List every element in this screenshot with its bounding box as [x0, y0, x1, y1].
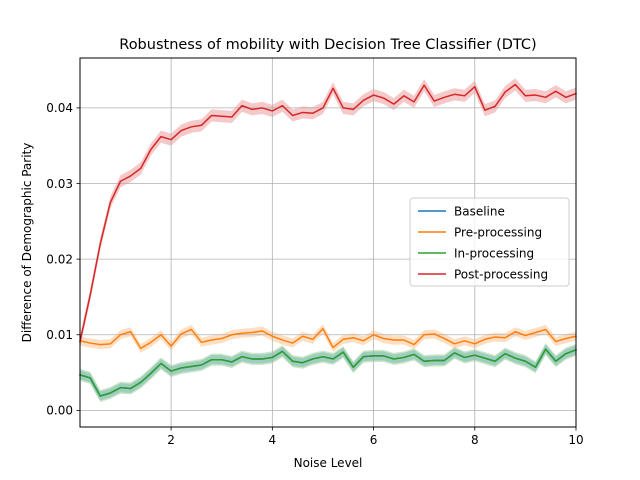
legend-label: Baseline — [454, 204, 505, 218]
y-tick-label: 0.03 — [46, 177, 73, 191]
axis-ticks: 2 4 6 8 10 0.00 0.01 0.02 0.03 0.04 — [46, 101, 583, 447]
x-tick-label: 10 — [568, 433, 583, 447]
y-tick-label: 0.00 — [46, 404, 73, 418]
series-line-in-processing — [79, 348, 577, 397]
series-line-post-processing — [79, 83, 577, 343]
confidence-band-baseline — [80, 344, 576, 401]
confidence-band-in-processing — [80, 343, 576, 403]
legend-label: Post-processing — [454, 267, 548, 281]
legend-box — [409, 197, 570, 287]
series-lines — [79, 83, 577, 397]
chart-title: Robustness of mobility with Decision Tre… — [119, 37, 536, 53]
x-tick-label: 2 — [167, 433, 175, 447]
legend: Baseline Pre-processing In-processing Post-… — [409, 197, 570, 287]
x-tick-label: 8 — [471, 433, 479, 447]
y-axis-label: Difference of Demographic Parity — [20, 143, 34, 343]
legend-label: Pre-processing — [454, 225, 542, 239]
legend-label: In-processing — [454, 246, 534, 260]
series-line-pre-processing — [79, 327, 577, 350]
y-tick-label: 0.02 — [46, 252, 73, 266]
y-tick-label: 0.04 — [46, 101, 73, 115]
x-tick-label: 4 — [269, 433, 277, 447]
plot-area-frame — [79, 57, 577, 428]
x-axis-label: Noise Level — [294, 456, 363, 470]
x-tick-label: 6 — [370, 433, 378, 447]
y-tick-label: 0.01 — [46, 328, 73, 342]
